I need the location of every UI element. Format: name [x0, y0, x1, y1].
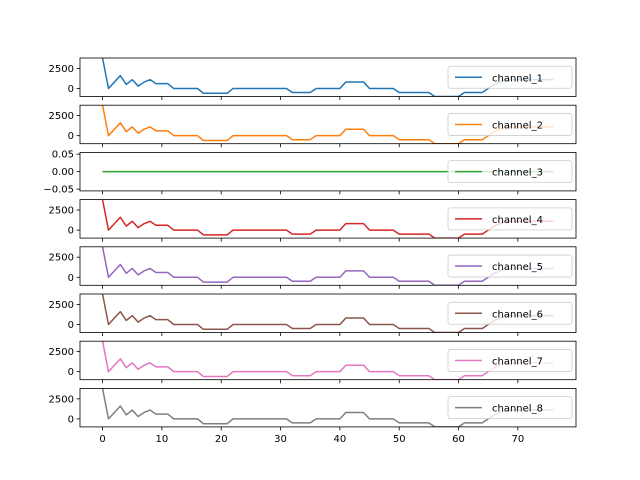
series-line-channel_1	[101, 58, 554, 97]
series-line-channel_4	[101, 199, 554, 239]
legend-label: channel_4	[492, 215, 543, 226]
series-line-channel_7	[101, 341, 554, 380]
legend-channel_1: channel_1	[447, 65, 573, 89]
y-tick-label: 2500	[49, 300, 74, 311]
x-tick-label: 30	[274, 434, 287, 445]
subplot-channel_1: 0 2500 channel_1	[49, 57, 577, 100]
legend-box	[447, 160, 573, 184]
legend-channel_5: channel_5	[447, 254, 573, 278]
x-tick-label: 50	[393, 434, 406, 445]
legend-box	[447, 301, 573, 325]
y-tick-label: 0	[68, 131, 74, 142]
legend-channel_6: channel_6	[447, 301, 573, 325]
subplot-channel_4: 0 2500 channel_4	[49, 199, 577, 242]
legend-label: channel_5	[492, 262, 543, 273]
x-tick-label: 20	[215, 434, 228, 445]
legend-box	[447, 65, 573, 89]
subplot-channel_7: 0 2500 channel_7	[49, 340, 577, 384]
x-tick-label: 10	[156, 434, 169, 445]
subplot-panels: 0 2500 channel_1 0 2500 channel_2 −0.05 0.00 0.0…	[43, 57, 577, 445]
subplot-channel_2: 0 2500 channel_2	[49, 104, 577, 148]
legend-box	[447, 113, 573, 136]
axes-frame	[79, 387, 577, 428]
legend-channel_8: channel_8	[447, 396, 573, 420]
y-tick-label: 2500	[49, 347, 74, 358]
axes-frame	[79, 104, 577, 145]
subplot-channel_5: 0 2500 channel_5	[49, 246, 577, 289]
y-tick-label: 0	[68, 226, 74, 237]
subplot-channel_8: 0 2500 channel_8 0 10 20 30 40 50 60 70	[49, 387, 577, 445]
y-tick-label: 2500	[49, 206, 74, 217]
axes-frame	[79, 340, 577, 381]
axes-frame	[79, 246, 577, 286]
x-tick-label: 40	[333, 434, 346, 445]
y-tick-label: 2500	[49, 111, 74, 122]
y-tick-label: 2500	[49, 64, 74, 75]
legend-label: channel_8	[492, 404, 543, 415]
x-tick-label: 0	[99, 434, 105, 445]
y-tick-label: 0	[68, 367, 74, 378]
y-tick-label: 0.00	[52, 167, 74, 178]
y-tick-label: 0	[68, 273, 74, 284]
x-tick-label: 70	[511, 434, 524, 445]
legend-channel_7: channel_7	[447, 349, 573, 372]
legend-label: channel_2	[492, 120, 543, 131]
x-tick-label: 60	[452, 434, 465, 445]
series-line-channel_5	[101, 246, 554, 286]
legend-channel_4: channel_4	[447, 207, 573, 231]
axes-frame	[79, 293, 577, 333]
y-tick-label: −0.05	[43, 185, 74, 196]
y-tick-label: 0	[68, 320, 74, 331]
legend-label: channel_1	[492, 73, 543, 84]
y-tick-label: 0	[68, 84, 74, 95]
legend-box	[447, 349, 573, 372]
axes-frame	[79, 57, 577, 97]
legend-channel_3: channel_3	[447, 160, 573, 184]
legend-channel_2: channel_2	[447, 113, 573, 136]
y-tick-label: 2500	[49, 253, 74, 264]
subplot-channel_3: −0.05 0.00 0.05 channel_3	[43, 150, 577, 196]
series-line-channel_8	[101, 388, 554, 427]
axes-frame	[79, 199, 577, 239]
y-tick-label: 2500	[49, 394, 74, 405]
legend-box	[447, 207, 573, 231]
subplot-channel_6: 0 2500 channel_6	[49, 293, 577, 336]
y-tick-label: 0	[68, 414, 74, 425]
legend-label: channel_7	[492, 356, 543, 367]
series-line-channel_2	[101, 105, 554, 144]
legend-box	[447, 396, 573, 420]
series-line-channel_6	[101, 294, 554, 333]
legend-label: channel_3	[492, 168, 543, 179]
legend-label: channel_6	[492, 309, 543, 320]
legend-box	[447, 254, 573, 278]
y-tick-label: 0.05	[52, 150, 74, 161]
